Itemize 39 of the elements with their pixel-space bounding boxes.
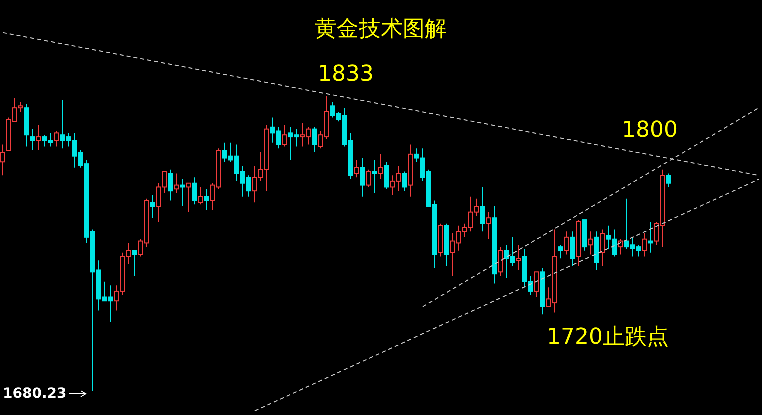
candlestick xyxy=(480,186,486,232)
candlestick xyxy=(642,233,648,258)
candlestick xyxy=(588,231,594,256)
candlestick xyxy=(600,229,606,267)
annotation: 1833 xyxy=(318,62,374,87)
candlestick xyxy=(54,130,60,148)
candlestick xyxy=(198,186,204,206)
candlestick xyxy=(378,154,384,180)
candlestick xyxy=(564,231,570,256)
candlestick xyxy=(180,179,186,208)
candlestick xyxy=(168,169,174,202)
candlestick xyxy=(366,169,372,188)
candlestick xyxy=(384,162,390,190)
annotation: 1680.23 xyxy=(3,386,67,402)
candlestick xyxy=(186,182,192,213)
candlestick xyxy=(648,221,654,254)
candlestick xyxy=(498,246,504,277)
candlestick xyxy=(558,244,564,260)
candlestick xyxy=(204,188,210,211)
candlestick xyxy=(36,124,42,152)
candlestick xyxy=(174,173,180,194)
candlestick xyxy=(534,272,540,298)
candlestick xyxy=(402,171,408,192)
candlestick xyxy=(354,160,360,178)
candlestick xyxy=(360,158,366,198)
candlestick xyxy=(150,194,156,219)
annotation: 1720止跌点 xyxy=(547,324,669,352)
candlestick xyxy=(516,244,522,271)
candlestick xyxy=(570,231,576,267)
candlestick xyxy=(486,212,492,240)
candlestick xyxy=(132,250,138,277)
text: 黄金技术图解 xyxy=(314,16,448,44)
candlestick xyxy=(282,124,288,148)
candlestick xyxy=(30,128,36,152)
candlestick xyxy=(666,173,672,188)
candlestick xyxy=(312,126,318,153)
candlestick xyxy=(372,160,378,194)
annotation: 1800 xyxy=(622,118,678,143)
candlestick xyxy=(192,177,198,206)
